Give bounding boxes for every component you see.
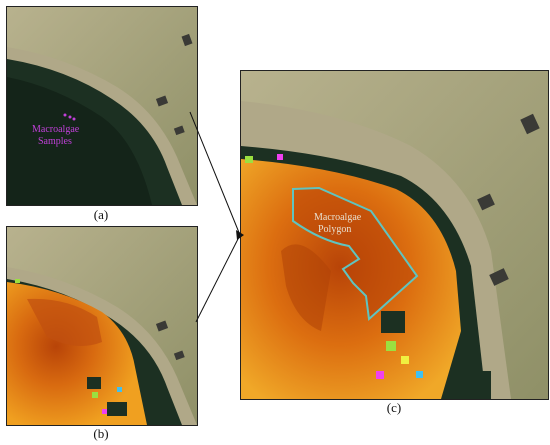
panel-a-image — [7, 7, 197, 205]
panel-c-zoomed-heatmap: Macroalgae Polygon — [240, 70, 549, 400]
panel-b-caption: (b) — [93, 426, 109, 441]
macroalgae-samples-label-line1: Macroalgae — [32, 124, 80, 135]
panel-c-caption: (c) — [386, 400, 402, 415]
macroalgae-polygon — [292, 186, 419, 322]
panel-a-satellite-image: Macroalgae Samples — [6, 6, 198, 206]
panel-c-image — [241, 71, 548, 399]
macroalgae-polygon-label-line1: Macroalgae — [314, 212, 362, 223]
connector-line-from-b — [195, 234, 241, 323]
panel-a-caption: (a) — [93, 207, 109, 222]
macroalgae-polygon-label-line2: Polygon — [318, 224, 352, 235]
panel-b-image — [7, 227, 197, 425]
macroalgae-samples-label: Macroalgae Samples — [32, 124, 79, 148]
panel-b-heatmap-overlay — [6, 226, 198, 426]
macroalgae-samples-label-line2: Samples — [38, 136, 72, 147]
macroalgae-polygon-label: Macroalgae Polygon — [314, 212, 361, 236]
